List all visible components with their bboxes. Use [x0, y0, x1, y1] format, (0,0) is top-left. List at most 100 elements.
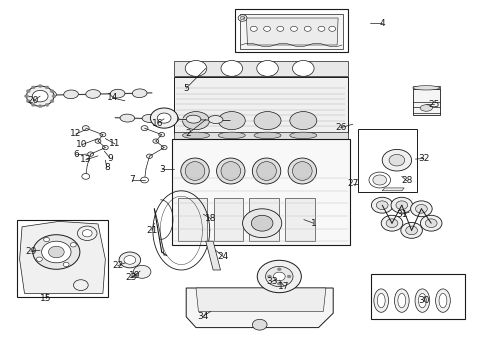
Circle shape — [416, 204, 427, 213]
Circle shape — [371, 197, 393, 213]
Circle shape — [382, 149, 412, 171]
Circle shape — [238, 15, 247, 21]
Polygon shape — [240, 14, 343, 49]
Text: 9: 9 — [107, 154, 113, 163]
Text: 11: 11 — [109, 139, 121, 148]
Text: 12: 12 — [70, 129, 82, 138]
Ellipse shape — [398, 293, 406, 308]
Polygon shape — [174, 61, 348, 76]
Circle shape — [157, 113, 171, 123]
Ellipse shape — [254, 112, 281, 130]
Polygon shape — [172, 139, 350, 245]
Circle shape — [243, 209, 282, 238]
Circle shape — [133, 265, 151, 278]
Text: 26: 26 — [335, 123, 346, 132]
Ellipse shape — [219, 132, 245, 139]
Polygon shape — [382, 188, 404, 191]
Ellipse shape — [217, 158, 245, 184]
Circle shape — [82, 126, 89, 131]
Text: 27: 27 — [347, 179, 359, 188]
Polygon shape — [413, 86, 440, 89]
Ellipse shape — [110, 89, 125, 98]
Ellipse shape — [436, 289, 450, 312]
Ellipse shape — [86, 90, 100, 98]
Circle shape — [391, 197, 413, 213]
Circle shape — [266, 266, 293, 287]
Ellipse shape — [415, 289, 430, 312]
Circle shape — [124, 256, 136, 264]
Circle shape — [52, 95, 56, 98]
Bar — [358, 129, 416, 192]
Polygon shape — [196, 288, 326, 311]
Ellipse shape — [42, 90, 56, 99]
Text: 2: 2 — [186, 129, 192, 138]
Circle shape — [49, 246, 64, 258]
Polygon shape — [206, 241, 220, 270]
Circle shape — [38, 105, 42, 108]
Circle shape — [31, 103, 35, 106]
Text: 25: 25 — [428, 100, 440, 109]
Circle shape — [147, 154, 152, 158]
Circle shape — [33, 235, 80, 269]
Text: 10: 10 — [76, 140, 88, 149]
Ellipse shape — [120, 114, 135, 122]
Ellipse shape — [64, 90, 78, 99]
Ellipse shape — [221, 162, 241, 180]
Text: 23: 23 — [125, 273, 137, 282]
Circle shape — [250, 26, 257, 31]
Text: 7: 7 — [129, 175, 135, 184]
Circle shape — [95, 139, 101, 143]
Polygon shape — [186, 288, 333, 328]
Ellipse shape — [439, 293, 447, 308]
Bar — [235, 9, 348, 52]
Text: 6: 6 — [73, 150, 79, 159]
Circle shape — [153, 139, 159, 143]
Circle shape — [150, 108, 178, 128]
Circle shape — [381, 215, 403, 231]
Circle shape — [221, 60, 243, 76]
Circle shape — [44, 237, 49, 242]
Text: 34: 34 — [197, 311, 209, 320]
Circle shape — [257, 260, 301, 293]
Text: 3: 3 — [159, 165, 165, 174]
Circle shape — [287, 275, 291, 278]
Circle shape — [406, 226, 417, 235]
Ellipse shape — [418, 293, 426, 308]
Text: 20: 20 — [27, 96, 39, 105]
Circle shape — [32, 90, 48, 102]
Circle shape — [373, 175, 387, 185]
Circle shape — [420, 215, 442, 231]
Ellipse shape — [208, 116, 223, 123]
Circle shape — [74, 280, 88, 291]
Circle shape — [277, 26, 284, 31]
Circle shape — [161, 145, 167, 150]
Circle shape — [24, 95, 28, 98]
Text: 1: 1 — [311, 219, 317, 228]
Circle shape — [291, 26, 297, 31]
Ellipse shape — [186, 115, 201, 123]
Polygon shape — [20, 221, 105, 293]
Text: 22: 22 — [112, 261, 123, 270]
Circle shape — [26, 86, 54, 106]
Bar — [371, 274, 465, 319]
Circle shape — [396, 201, 408, 210]
Ellipse shape — [219, 112, 245, 130]
Circle shape — [71, 243, 76, 247]
Circle shape — [386, 219, 398, 228]
Circle shape — [318, 26, 325, 31]
Ellipse shape — [164, 115, 179, 123]
Text: 29: 29 — [25, 247, 37, 256]
Ellipse shape — [288, 158, 317, 184]
Text: 14: 14 — [107, 94, 119, 102]
Ellipse shape — [182, 132, 210, 139]
Circle shape — [159, 132, 165, 137]
Circle shape — [141, 126, 148, 131]
Circle shape — [389, 154, 405, 166]
Circle shape — [277, 282, 281, 285]
Circle shape — [240, 16, 245, 20]
Text: 31: 31 — [396, 210, 408, 219]
Circle shape — [264, 26, 270, 31]
Circle shape — [268, 275, 271, 278]
Polygon shape — [174, 132, 348, 139]
Bar — [214, 198, 243, 241]
